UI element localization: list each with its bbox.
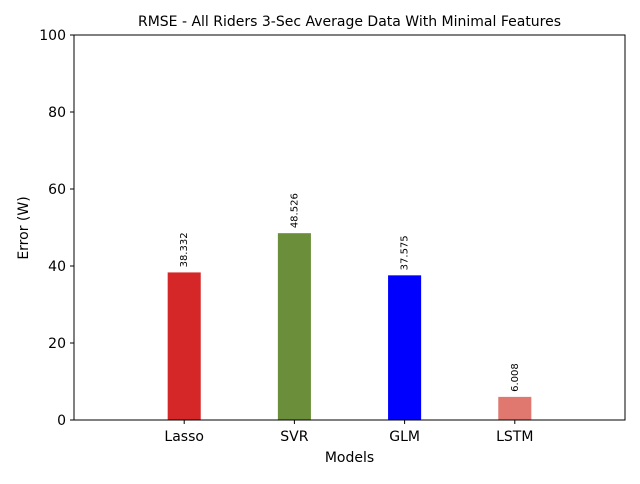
y-tick-label: 20: [48, 336, 66, 352]
bar-lstm: [498, 396, 532, 420]
x-tick-label-svr: SVR: [280, 429, 308, 445]
y-tick-label: 80: [48, 105, 66, 121]
value-label-lstm: 6.008: [510, 363, 521, 392]
value-label-svr: 48.526: [289, 193, 300, 228]
value-label-lasso: 38.332: [179, 232, 190, 267]
y-tick-label: 40: [48, 259, 66, 275]
value-label-glm: 37.575: [400, 235, 411, 270]
y-axis-label: Error (W): [16, 196, 32, 259]
axes-frame: [73, 34, 626, 421]
x-axis-label: Models: [325, 450, 374, 466]
x-tick-label-lstm: LSTM: [496, 429, 533, 445]
plot-area: 38.332 48.526 37.575 6.008 0 20 40 60 80 100 Lasso…: [39, 28, 626, 445]
x-tick-label-lasso: Lasso: [164, 429, 204, 445]
chart-title: RMSE - All Riders 3-Sec Average Data Wit…: [138, 14, 561, 30]
x-tick-label-glm: GLM: [389, 429, 420, 445]
bar-glm: [388, 275, 422, 420]
y-tick-label: 60: [48, 182, 66, 198]
bar-svr: [277, 233, 311, 420]
y-tick-label: 0: [57, 413, 66, 429]
y-tick-label: 100: [39, 28, 66, 44]
bar-lasso: [167, 272, 201, 420]
